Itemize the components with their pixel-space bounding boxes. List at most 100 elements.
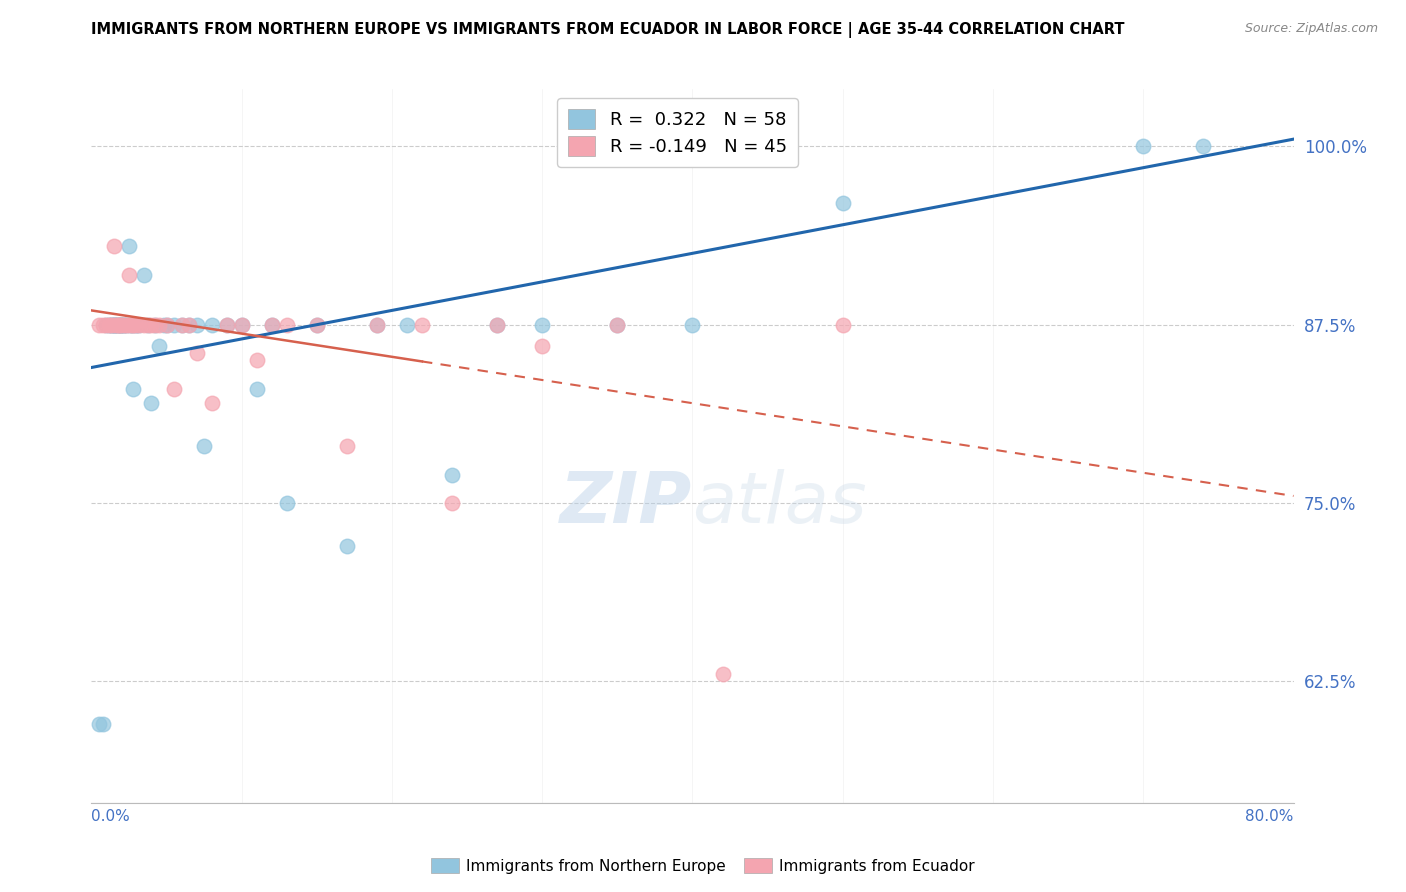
Point bbox=[110, 318, 132, 332]
Point bbox=[87, 717, 110, 731]
Point bbox=[143, 318, 166, 332]
Text: Source: ZipAtlas.com: Source: ZipAtlas.com bbox=[1244, 22, 1378, 36]
Point bbox=[336, 439, 359, 453]
Point bbox=[440, 496, 463, 510]
Point bbox=[148, 339, 170, 353]
Point bbox=[122, 318, 145, 332]
Text: atlas: atlas bbox=[692, 468, 868, 538]
Point bbox=[246, 382, 269, 396]
Point bbox=[155, 318, 177, 332]
Point bbox=[98, 318, 121, 332]
Point bbox=[831, 196, 853, 211]
Point bbox=[260, 318, 283, 332]
Point bbox=[193, 439, 215, 453]
Point bbox=[531, 318, 554, 332]
Point bbox=[121, 318, 143, 332]
Point bbox=[128, 318, 150, 332]
Legend: R =  0.322   N = 58, R = -0.149   N = 45: R = 0.322 N = 58, R = -0.149 N = 45 bbox=[557, 98, 797, 167]
Point bbox=[98, 318, 121, 332]
Point bbox=[336, 539, 359, 553]
Point bbox=[115, 318, 138, 332]
Point bbox=[231, 318, 253, 332]
Point bbox=[486, 318, 509, 332]
Point bbox=[163, 382, 186, 396]
Point bbox=[108, 318, 131, 332]
Point bbox=[177, 318, 200, 332]
Point bbox=[395, 318, 418, 332]
Point bbox=[305, 318, 328, 332]
Point bbox=[486, 318, 509, 332]
Point bbox=[215, 318, 238, 332]
Point bbox=[132, 318, 155, 332]
Point bbox=[125, 318, 148, 332]
Point bbox=[105, 318, 128, 332]
Point bbox=[110, 318, 132, 332]
Legend: Immigrants from Northern Europe, Immigrants from Ecuador: Immigrants from Northern Europe, Immigra… bbox=[425, 852, 981, 880]
Point bbox=[100, 318, 122, 332]
Point bbox=[201, 396, 224, 410]
Text: ZIP: ZIP bbox=[560, 468, 692, 538]
Point bbox=[110, 318, 132, 332]
Point bbox=[711, 667, 734, 681]
Point bbox=[103, 318, 125, 332]
Point bbox=[87, 318, 110, 332]
Point bbox=[114, 318, 136, 332]
Point bbox=[260, 318, 283, 332]
Point bbox=[103, 318, 125, 332]
Point bbox=[96, 318, 118, 332]
Point bbox=[246, 353, 269, 368]
Point bbox=[118, 268, 141, 282]
Point bbox=[155, 318, 177, 332]
Point bbox=[103, 318, 125, 332]
Point bbox=[103, 318, 125, 332]
Point bbox=[186, 346, 208, 360]
Point bbox=[118, 318, 141, 332]
Point bbox=[366, 318, 388, 332]
Point bbox=[276, 496, 298, 510]
Point bbox=[201, 318, 224, 332]
Point bbox=[531, 339, 554, 353]
Point bbox=[100, 318, 122, 332]
Point bbox=[411, 318, 433, 332]
Point bbox=[138, 318, 160, 332]
Point bbox=[152, 318, 174, 332]
Point bbox=[104, 318, 127, 332]
Point bbox=[128, 318, 150, 332]
Point bbox=[831, 318, 853, 332]
Point bbox=[141, 396, 163, 410]
Point bbox=[118, 239, 141, 253]
Point bbox=[215, 318, 238, 332]
Point bbox=[125, 318, 148, 332]
Point bbox=[148, 318, 170, 332]
Point bbox=[606, 318, 628, 332]
Point bbox=[1132, 139, 1154, 153]
Text: 80.0%: 80.0% bbox=[1246, 809, 1294, 823]
Point bbox=[107, 318, 129, 332]
Point bbox=[121, 318, 143, 332]
Point bbox=[114, 318, 136, 332]
Point bbox=[121, 318, 143, 332]
Point bbox=[115, 318, 138, 332]
Point bbox=[141, 318, 163, 332]
Point bbox=[122, 382, 145, 396]
Point bbox=[163, 318, 186, 332]
Point bbox=[107, 318, 129, 332]
Point bbox=[96, 318, 118, 332]
Point bbox=[105, 318, 128, 332]
Point bbox=[681, 318, 703, 332]
Point bbox=[276, 318, 298, 332]
Point bbox=[107, 318, 129, 332]
Point bbox=[93, 717, 115, 731]
Point bbox=[114, 318, 136, 332]
Point bbox=[143, 318, 166, 332]
Point bbox=[118, 318, 141, 332]
Point bbox=[440, 467, 463, 482]
Point bbox=[1192, 139, 1215, 153]
Text: IMMIGRANTS FROM NORTHERN EUROPE VS IMMIGRANTS FROM ECUADOR IN LABOR FORCE | AGE : IMMIGRANTS FROM NORTHERN EUROPE VS IMMIG… bbox=[91, 22, 1125, 38]
Point bbox=[93, 318, 115, 332]
Point bbox=[170, 318, 193, 332]
Point bbox=[606, 318, 628, 332]
Point bbox=[231, 318, 253, 332]
Point bbox=[366, 318, 388, 332]
Point bbox=[177, 318, 200, 332]
